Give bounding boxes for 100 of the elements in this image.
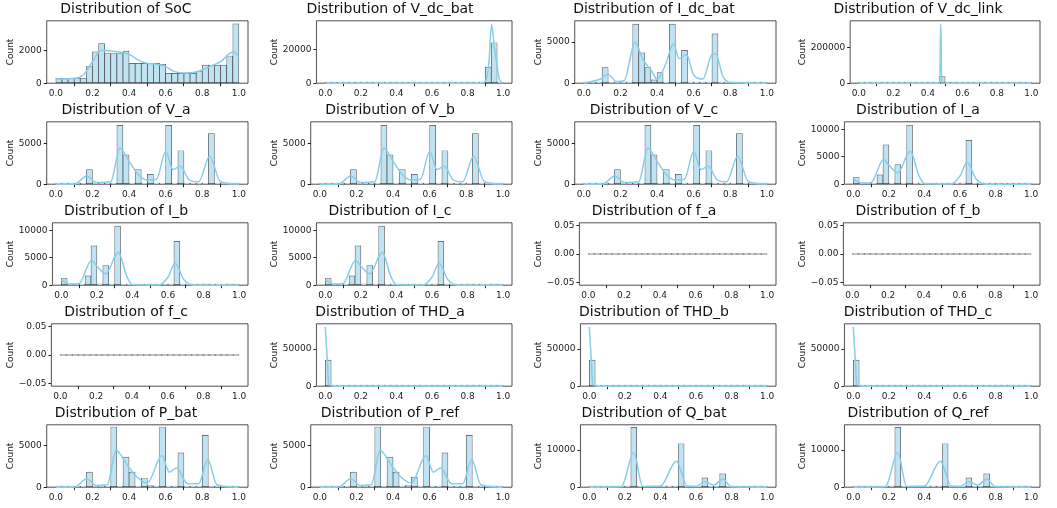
x-tick-label: 1.0 [759, 289, 775, 300]
y-tick-label: 0.05 [554, 219, 575, 230]
x-tick-label: 0.8 [988, 188, 1003, 199]
x-tick-label: 0.8 [989, 87, 1005, 98]
x-tick-label: 0.6 [422, 491, 438, 502]
y-axis-title: Count [4, 139, 15, 167]
x-tick-label: 0.4 [385, 491, 401, 502]
x-tick-label: 1.0 [1023, 289, 1039, 300]
y-tick-label: 0 [305, 77, 312, 88]
y-axis-title: Count [532, 139, 543, 167]
x-tick-label: 1.0 [231, 87, 247, 98]
x-tick-label: 1.0 [495, 289, 511, 300]
x-tick-label: 0.8 [460, 289, 475, 300]
x-tick-label: 1.0 [495, 87, 511, 98]
x-tick-label: 0.6 [424, 289, 440, 300]
y-tick-label: 0.05 [26, 320, 47, 331]
y-tick-label: 0 [569, 380, 576, 391]
y-axis-title: Count [796, 139, 807, 167]
y-tick-label: −0.05 [810, 276, 839, 287]
x-tick-label: 0.0 [846, 491, 861, 502]
x-tick-label: 0.4 [385, 188, 401, 199]
x-tick-label: 0.4 [121, 87, 137, 98]
x-tick-label: 1.0 [759, 491, 775, 502]
chart-title: Distribution of f_c [64, 303, 188, 320]
x-tick-label: 0.6 [158, 491, 174, 502]
x-tick-label: 0.0 [576, 87, 592, 98]
y-tick-label: 5000 [282, 137, 306, 148]
x-tick-label: 0.4 [125, 289, 140, 300]
chart-title: Distribution of I_dc_bat [573, 0, 736, 17]
chart-title: Distribution of THD_b [579, 303, 730, 320]
x-tick-label: 0.4 [649, 188, 665, 199]
x-tick-label: 0.2 [88, 390, 104, 401]
x-tick-label: 0.4 [121, 188, 137, 199]
x-tick-label: 0.8 [988, 390, 1003, 401]
x-tick-label: 0.0 [48, 491, 64, 502]
x-tick-label: 0.2 [89, 289, 105, 300]
x-tick-label: 0.0 [318, 289, 333, 300]
y-tick-label: 0 [839, 77, 846, 88]
x-tick-label: 0.8 [195, 491, 210, 502]
x-tick-label: 1.0 [231, 390, 247, 401]
x-tick-label: 0.2 [349, 188, 364, 199]
x-tick-label: 0.6 [688, 390, 704, 401]
x-tick-label: 0.6 [686, 188, 702, 199]
x-tick-label: 0.4 [916, 289, 932, 300]
chart-title: Distribution of f_b [855, 202, 981, 219]
x-tick-label: 1.0 [1023, 390, 1039, 401]
x-tick-label: 0.4 [121, 491, 137, 502]
x-tick-label: 0.2 [617, 390, 633, 401]
y-tick-label: 0 [35, 77, 42, 88]
x-tick-label: 0.4 [653, 491, 668, 502]
x-tick-label: 1.0 [1024, 87, 1039, 98]
chart-title: Distribution of P_bat [54, 404, 198, 421]
x-tick-label: 0.4 [920, 87, 936, 98]
y-axis-title: Count [268, 341, 279, 369]
x-tick-label: 0.4 [389, 390, 404, 401]
chart-title: Distribution of THD_a [315, 303, 465, 320]
y-axis-title: Count [4, 38, 15, 66]
x-tick-label: 1.0 [495, 390, 511, 401]
x-tick-label: 0.8 [988, 491, 1003, 502]
y-tick-label: 10000 [282, 224, 312, 235]
y-tick-label: 0 [833, 481, 840, 492]
x-tick-label: 1.0 [231, 491, 247, 502]
x-tick-label: 0.4 [917, 390, 932, 401]
y-tick-label: 2000 [18, 44, 42, 55]
x-tick-label: 0.8 [724, 289, 739, 300]
chart-title: Distribution of f_a [591, 202, 717, 219]
x-tick-label: 1.0 [1023, 188, 1039, 199]
x-tick-label: 0.0 [53, 390, 68, 401]
y-tick-label: 0 [305, 279, 312, 290]
x-tick-label: 0.8 [195, 188, 210, 199]
y-tick-label: −0.05 [18, 377, 47, 388]
y-axis-title: Count [796, 240, 807, 268]
y-axis-title: Count [796, 38, 807, 66]
x-tick-label: 0.6 [688, 491, 704, 502]
x-tick-label: 0.8 [724, 491, 739, 502]
x-tick-label: 0.0 [312, 491, 328, 502]
y-tick-label: 5000 [288, 252, 312, 263]
x-tick-label: 0.0 [576, 188, 592, 199]
y-axis-title: Count [268, 240, 279, 268]
y-tick-label: 0 [833, 178, 840, 189]
x-tick-label: 0.2 [617, 491, 633, 502]
y-tick-label: 10000 [810, 123, 840, 134]
y-tick-label: 10000 [546, 444, 576, 455]
x-tick-label: 0.6 [952, 188, 968, 199]
y-tick-label: 0 [305, 380, 312, 391]
x-tick-label: 0.4 [124, 390, 140, 401]
x-tick-label: 0.6 [952, 390, 968, 401]
x-tick-label: 0.2 [881, 188, 897, 199]
y-tick-label: 5000 [546, 137, 570, 148]
x-tick-label: 0.6 [424, 87, 440, 98]
x-tick-label: 0.0 [581, 289, 596, 300]
chart-title: Distribution of I_a [856, 101, 980, 118]
x-tick-label: 0.2 [353, 87, 369, 98]
x-tick-label: 0.2 [613, 87, 628, 98]
y-tick-label: 200000 [810, 41, 846, 52]
x-tick-label: 1.0 [231, 188, 247, 199]
y-tick-label: 0 [35, 481, 42, 492]
x-tick-label: 1.0 [495, 188, 511, 199]
chart-title: Distribution of SoC [60, 0, 192, 17]
x-tick-label: 0.2 [353, 390, 369, 401]
